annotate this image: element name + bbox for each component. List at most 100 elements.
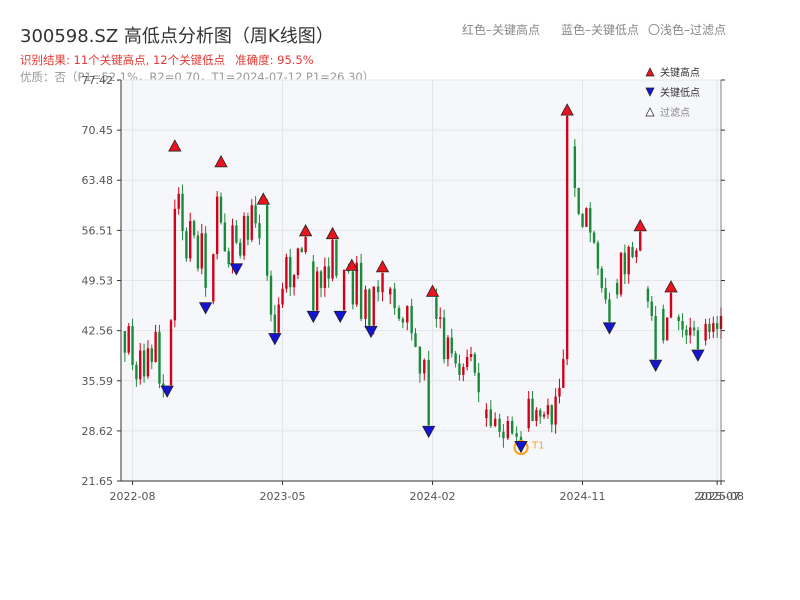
key-high-marker — [325, 226, 340, 240]
candle-body — [542, 414, 546, 417]
candle-body — [677, 316, 680, 322]
candle-body — [604, 287, 607, 300]
candle-body — [123, 331, 127, 353]
y-tick-label: 42.56 — [82, 325, 114, 338]
candle-body — [414, 333, 417, 347]
candle-body — [596, 242, 600, 269]
key-low-marker — [691, 349, 705, 362]
candle-body — [331, 239, 334, 279]
candle-body — [185, 231, 188, 259]
candle-body — [231, 225, 234, 265]
candle-body — [223, 222, 227, 252]
candle-body — [427, 359, 430, 426]
candle-body — [442, 317, 446, 360]
candle-body — [527, 398, 530, 429]
candle-body — [608, 299, 611, 322]
candle-body — [273, 314, 277, 333]
candle-body — [704, 323, 707, 341]
candle-body — [285, 257, 288, 289]
candle-body — [335, 239, 338, 276]
candle-body — [562, 359, 565, 388]
candle-body — [465, 356, 469, 368]
candle-body — [646, 288, 650, 302]
candle-body — [269, 275, 273, 315]
key-high-marker — [633, 219, 647, 232]
candle-body — [289, 257, 292, 288]
candle-body — [281, 288, 284, 305]
key-low-marker — [364, 325, 378, 339]
key-high-marker — [168, 139, 182, 152]
candle-body — [292, 274, 296, 288]
candle-body — [359, 262, 363, 319]
candle-body — [277, 304, 280, 333]
candle-body — [242, 216, 246, 256]
key-low-marker — [160, 385, 174, 398]
y-tick-label: 35.59 — [82, 375, 114, 388]
key-low-marker — [229, 263, 244, 276]
candle-body — [439, 317, 442, 319]
special-point-label: T1 — [531, 441, 544, 452]
candle-body — [473, 354, 477, 373]
key-low-marker — [333, 310, 347, 324]
candle-body — [506, 420, 510, 439]
candle-body — [215, 196, 219, 255]
candle-body — [342, 269, 346, 311]
candle-body — [515, 433, 518, 437]
candle-body — [639, 231, 642, 251]
candle-body — [708, 323, 711, 332]
candle-body — [573, 146, 577, 188]
key-low-marker — [648, 359, 663, 372]
candle-body — [489, 409, 492, 426]
candle-body — [712, 323, 715, 332]
candle-body — [681, 321, 684, 330]
key-high-marker — [375, 260, 390, 273]
key-high-marker — [664, 280, 678, 293]
candle-body — [173, 208, 177, 321]
candle-body — [327, 266, 330, 279]
candle-body — [635, 250, 638, 258]
candle-body — [477, 372, 480, 393]
key-low-marker — [514, 440, 528, 454]
key-high-marker — [560, 103, 574, 116]
x-tick-label: 2025-07 — [694, 490, 740, 503]
legend-label: 关键高点 — [660, 66, 700, 79]
candle-body — [577, 187, 580, 214]
x-tick-label: 2025-08 — [698, 490, 744, 503]
candle-body — [319, 271, 323, 288]
candle-body — [469, 354, 473, 357]
candle-body — [139, 350, 142, 380]
key-high-marker — [256, 192, 270, 205]
candle-body — [485, 409, 488, 419]
candle-body — [446, 337, 450, 360]
candle-body — [254, 205, 257, 224]
candle-body — [258, 223, 261, 239]
legend-label: 关键低点 — [660, 86, 700, 99]
candle-body — [493, 418, 497, 426]
candle-body — [589, 208, 592, 233]
candle-body — [315, 271, 319, 311]
candle-body — [615, 282, 619, 295]
candle-body — [565, 116, 569, 360]
candle-body — [692, 327, 696, 331]
candle-body — [135, 364, 138, 380]
legend-marker — [645, 87, 655, 97]
candle-body — [535, 410, 538, 421]
candle-body — [150, 348, 153, 363]
candle-body — [219, 196, 223, 223]
candle-body — [689, 327, 692, 336]
candle-body — [368, 289, 371, 326]
candle-body — [376, 286, 380, 293]
candle-body — [323, 266, 327, 288]
key-high-marker — [298, 224, 313, 237]
candle-body — [619, 252, 623, 295]
legend-marker — [645, 107, 655, 117]
candle-body — [410, 305, 413, 334]
x-tick-label: 2024-11 — [560, 490, 606, 503]
result-summary: 识别结果: 11个关键高点, 12个关键低点 准确度: 95.5% — [20, 52, 314, 68]
y-tick-label: 77.42 — [82, 74, 114, 87]
candle-body — [454, 353, 457, 364]
candle-body — [177, 193, 180, 209]
key-low-marker — [602, 322, 617, 335]
candle-body — [131, 326, 134, 365]
candle-body — [406, 305, 409, 323]
